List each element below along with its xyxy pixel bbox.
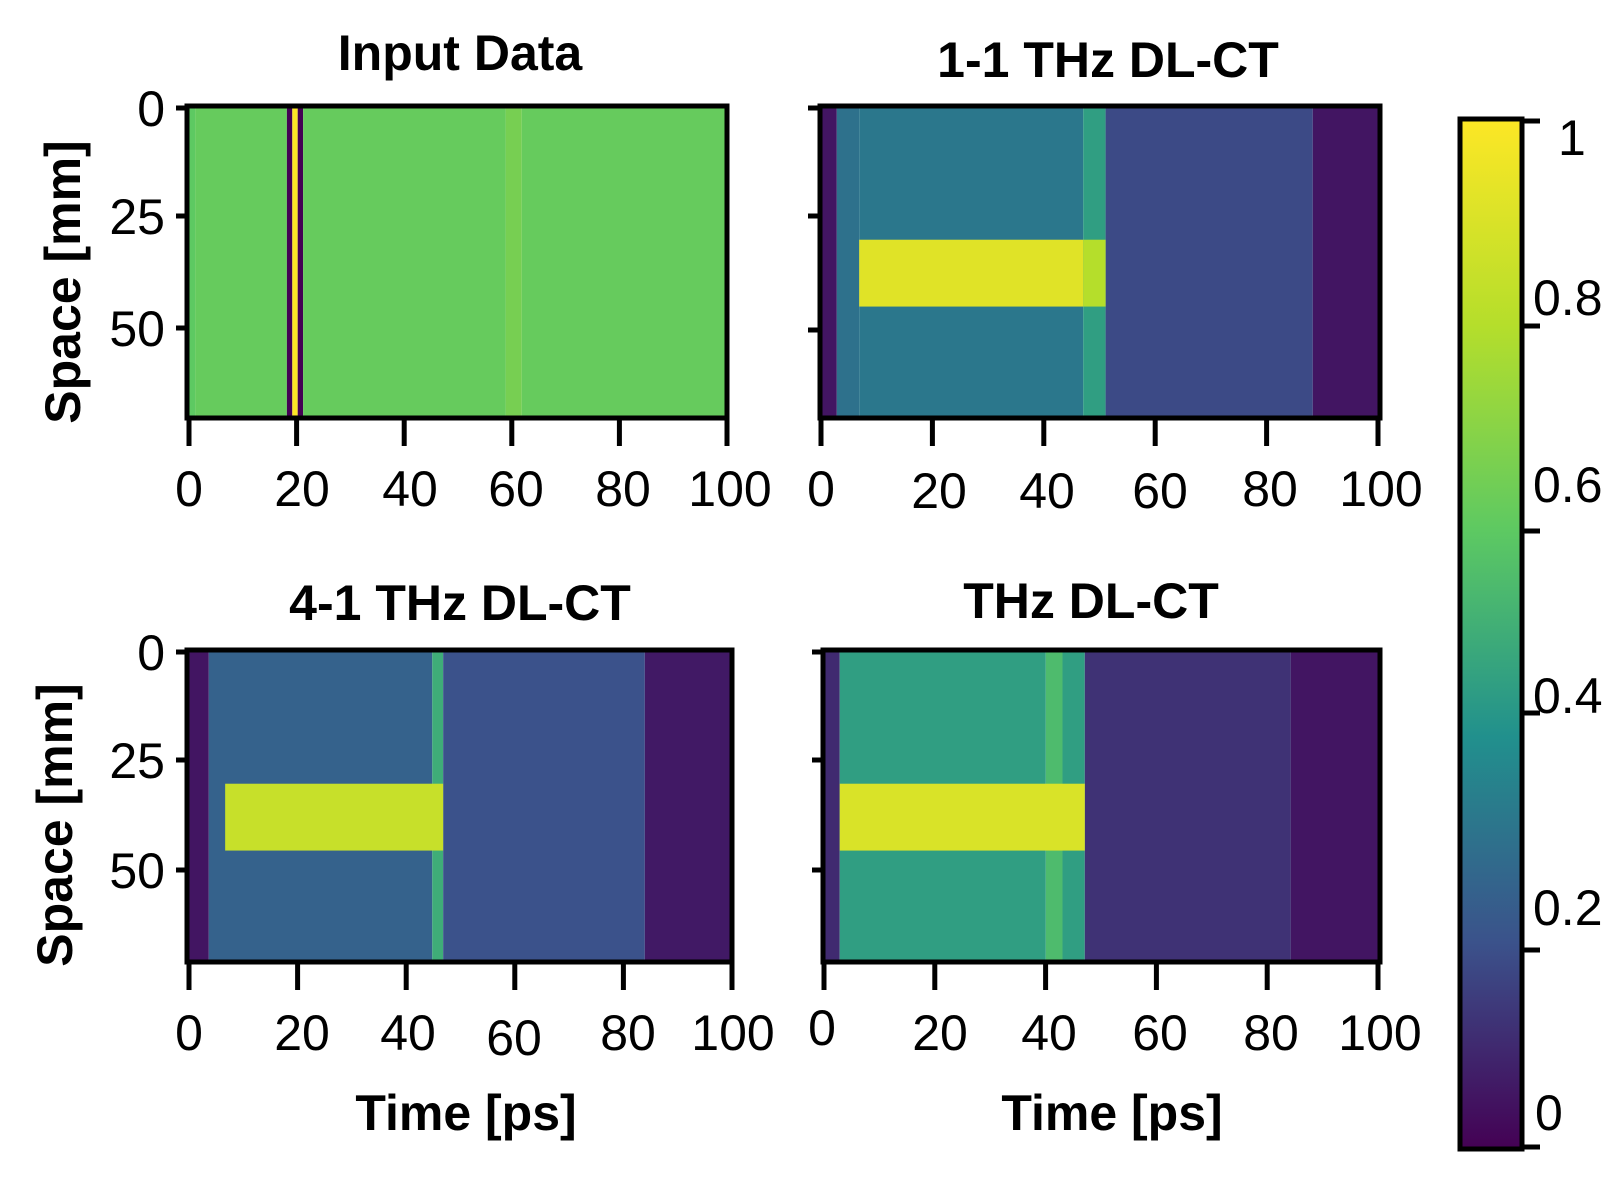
x-tick-label: 0	[175, 461, 203, 517]
y-tick-label: 50	[109, 843, 165, 899]
y-tick-label: 50	[109, 301, 165, 357]
colorbar-gradient	[1457, 116, 1525, 1152]
heatmap-band	[195, 106, 287, 418]
colorbar-tick-label: 0	[1535, 1085, 1563, 1141]
x-tick-label: 20	[911, 463, 967, 519]
panel-title: Input Data	[338, 25, 584, 81]
panel-thz-dlct: THz DL-CT 0 20 40 60 80 100 Time [ps]	[808, 573, 1422, 1141]
heatmap-peak	[839, 783, 1085, 851]
heatmap-band	[187, 106, 196, 418]
heatmap-area	[823, 650, 1380, 962]
panel-title: 1-1 THz DL-CT	[937, 32, 1279, 88]
heatmap-band	[443, 650, 645, 962]
y-axis	[808, 105, 820, 333]
x-tick-label: 100	[688, 461, 771, 517]
x-tick-label: 100	[691, 1005, 774, 1061]
heatmap-band	[820, 106, 837, 418]
x-axis-label: Time [ps]	[355, 1085, 576, 1141]
x-tick-label: 20	[274, 1005, 330, 1061]
y-tick-label: 0	[137, 81, 165, 137]
heatmap-peak	[1083, 239, 1106, 307]
y-axis: 0 25 50 Space [mm]	[35, 81, 187, 424]
panel-4-1-thz-dlct: 4-1 THz DL-CT 0 20 40 60 80 100 Time [ps…	[27, 575, 775, 1141]
heatmap-peak	[225, 783, 444, 851]
heatmap-band	[1105, 106, 1313, 418]
heatmap-band	[644, 650, 732, 962]
heatmap-band	[1290, 650, 1380, 962]
heatmap-area	[187, 106, 727, 418]
heatmap-band	[1084, 650, 1291, 962]
colorbar-tick-label: 1	[1558, 110, 1586, 166]
colorbar-tick-label: 0.4	[1533, 668, 1603, 724]
x-tick-label: 40	[382, 461, 438, 517]
heatmap-band	[297, 106, 304, 418]
x-tick-label: 0	[807, 461, 835, 517]
heatmap-band	[187, 650, 209, 962]
x-tick-label: 20	[912, 1005, 968, 1061]
heatmap-peak	[859, 239, 1084, 307]
plot-frame	[184, 103, 730, 421]
x-axis: 0 20 40 60 80 100	[807, 418, 1423, 519]
x-tick-label: 80	[595, 461, 651, 517]
heatmap-band	[1312, 106, 1380, 418]
x-axis: 0 20 40 60 80 100 Time [ps]	[175, 962, 775, 1141]
heatmap-band	[292, 106, 298, 418]
y-axis-label: Space [mm]	[27, 683, 83, 966]
y-axis-label: Space [mm]	[35, 140, 91, 423]
heatmap-band	[286, 106, 293, 418]
x-tick-label: 40	[1021, 1005, 1077, 1061]
colorbar-tick-label: 0.2	[1533, 880, 1603, 936]
heatmap-band	[303, 106, 506, 418]
x-axis: 0 20 40 60 80 100	[175, 418, 772, 517]
x-tick-label: 60	[1132, 463, 1188, 519]
x-tick-label: 0	[175, 1005, 203, 1061]
y-tick-label: 25	[109, 189, 165, 245]
heatmap-band	[505, 106, 522, 418]
y-axis	[812, 649, 823, 873]
x-tick-label: 40	[1019, 463, 1075, 519]
x-tick-label: 60	[488, 461, 544, 517]
heatmap-band	[521, 106, 727, 418]
x-tick-label: 80	[600, 1005, 656, 1061]
plot-frame	[184, 647, 735, 965]
colorbar-tick-label: 0.8	[1533, 270, 1603, 326]
x-axis: 0 20 40 60 80 100 Time [ps]	[808, 962, 1422, 1141]
x-tick-label: 60	[486, 1010, 542, 1066]
y-tick-label: 0	[137, 625, 165, 681]
x-tick-label: 80	[1243, 1005, 1299, 1061]
panel-title: THz DL-CT	[963, 573, 1219, 629]
x-tick-label: 40	[380, 1005, 436, 1061]
y-tick-label: 25	[109, 733, 165, 789]
x-tick-label: 80	[1242, 461, 1298, 517]
heatmap-area	[187, 650, 732, 962]
heatmap-area	[820, 106, 1380, 418]
colorbar: 1 0.8 0.6 0.4 0.2 0	[1457, 110, 1603, 1152]
x-tick-label: 20	[274, 461, 330, 517]
panel-title: 4-1 THz DL-CT	[289, 575, 631, 631]
plot-frame	[820, 647, 1383, 965]
colorbar-tick-label: 0.6	[1533, 457, 1603, 513]
heatmap-band	[836, 106, 860, 418]
heatmap-band	[823, 650, 840, 962]
x-tick-label: 0	[808, 1000, 836, 1056]
panel-input-data: Input Data 0 20 40 60 80 100 0 25 50 Spa…	[35, 25, 772, 517]
x-tick-label: 100	[1339, 461, 1422, 517]
plot-frame	[817, 103, 1383, 421]
x-tick-label: 100	[1338, 1005, 1421, 1061]
panel-1-1-thz-dlct: 1-1 THz DL-CT 0 20 40 60 80 100	[807, 32, 1423, 519]
x-axis-label: Time [ps]	[1001, 1085, 1222, 1141]
y-axis: 0 25 50 Space [mm]	[27, 625, 187, 967]
x-tick-label: 60	[1132, 1005, 1188, 1061]
